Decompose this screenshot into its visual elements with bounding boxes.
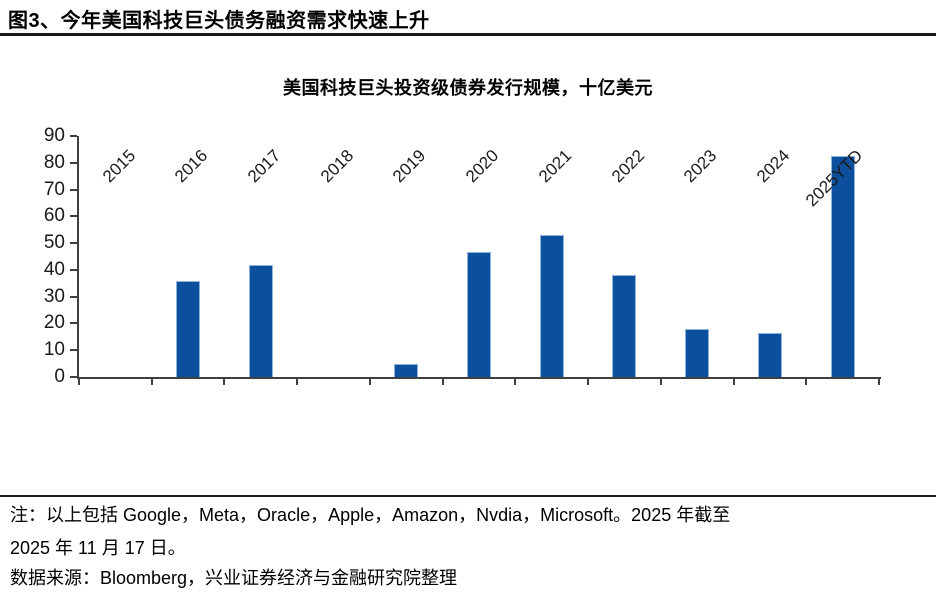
x-tick xyxy=(732,379,735,385)
x-tick xyxy=(659,379,662,385)
x-tick xyxy=(368,379,371,385)
y-tick xyxy=(70,215,77,218)
y-axis-label: 30 xyxy=(43,285,65,307)
x-axis-label-2023: 2023 xyxy=(680,146,721,187)
y-axis xyxy=(77,136,79,379)
y-axis-label: 70 xyxy=(43,178,65,200)
y-axis-label: 80 xyxy=(43,151,65,173)
x-axis-label-2015: 2015 xyxy=(98,146,139,187)
x-axis-label-2022: 2022 xyxy=(607,146,648,187)
x-axis-label-2024: 2024 xyxy=(753,146,794,187)
y-tick xyxy=(70,161,77,164)
data-source: 数据来源：Bloomberg，兴业证券经济与金融研究院整理 xyxy=(10,568,458,588)
x-tick xyxy=(514,379,517,385)
bar-2024 xyxy=(757,332,782,377)
y-axis-label: 0 xyxy=(54,366,65,387)
y-tick xyxy=(70,268,77,271)
chart-title: 美国科技巨头投资级债券发行规模，十亿美元 xyxy=(283,78,653,98)
x-axis-label-2021: 2021 xyxy=(534,146,576,187)
x-tick xyxy=(878,379,880,385)
bar-2019 xyxy=(394,363,419,377)
x-tick xyxy=(805,379,808,385)
bar-2025YTD xyxy=(830,156,855,377)
x-tick xyxy=(150,379,153,385)
x-tick xyxy=(223,379,226,385)
note-line-1: 注：以上包括 Google，Meta，Oracle，Apple，Amazon，N… xyxy=(10,505,731,525)
x-axis xyxy=(77,377,881,379)
y-tick xyxy=(70,349,77,352)
x-tick xyxy=(441,379,444,385)
y-axis-label: 40 xyxy=(43,258,65,280)
y-tick xyxy=(70,135,77,137)
note-line-2: 2025 年 11 月 17 日。 xyxy=(10,538,186,558)
x-axis-label-2016: 2016 xyxy=(171,146,212,187)
x-axis-label-2017: 2017 xyxy=(244,146,285,187)
plot-area: 0 10 20 30 40 50 60 70 80 90 2015 2016 2017 2018 2019 2… xyxy=(44,126,881,387)
y-tick xyxy=(70,376,77,378)
x-tick xyxy=(296,379,299,385)
y-axis-label: 90 xyxy=(43,125,65,146)
x-axis-label-2019: 2019 xyxy=(389,146,430,187)
x-tick xyxy=(78,379,80,385)
x-axis-label-2018: 2018 xyxy=(316,146,357,187)
y-tick xyxy=(70,188,77,191)
y-tick xyxy=(70,322,77,325)
bar-2022 xyxy=(612,275,637,377)
bar-2017 xyxy=(248,264,273,377)
y-axis-label: 60 xyxy=(43,205,65,227)
header-rule xyxy=(0,33,936,36)
bar-2021 xyxy=(539,235,564,377)
bar-2020 xyxy=(467,252,491,377)
chart-note: 注：以上包括 Google，Meta，Oracle，Apple，Amazon，N… xyxy=(10,499,926,565)
page-title: 图3、今年美国科技巨头债务融资需求快速上升 xyxy=(8,10,430,32)
bar-2023 xyxy=(685,328,710,377)
y-axis-label: 50 xyxy=(43,232,65,254)
y-tick xyxy=(70,242,77,245)
y-tick xyxy=(70,295,77,298)
y-axis-label: 10 xyxy=(43,339,65,361)
bar-2016 xyxy=(176,280,201,377)
footer-rule xyxy=(0,495,936,497)
x-axis-label-2020: 2020 xyxy=(462,146,503,187)
x-tick xyxy=(587,379,590,385)
y-axis-label: 20 xyxy=(43,312,65,334)
